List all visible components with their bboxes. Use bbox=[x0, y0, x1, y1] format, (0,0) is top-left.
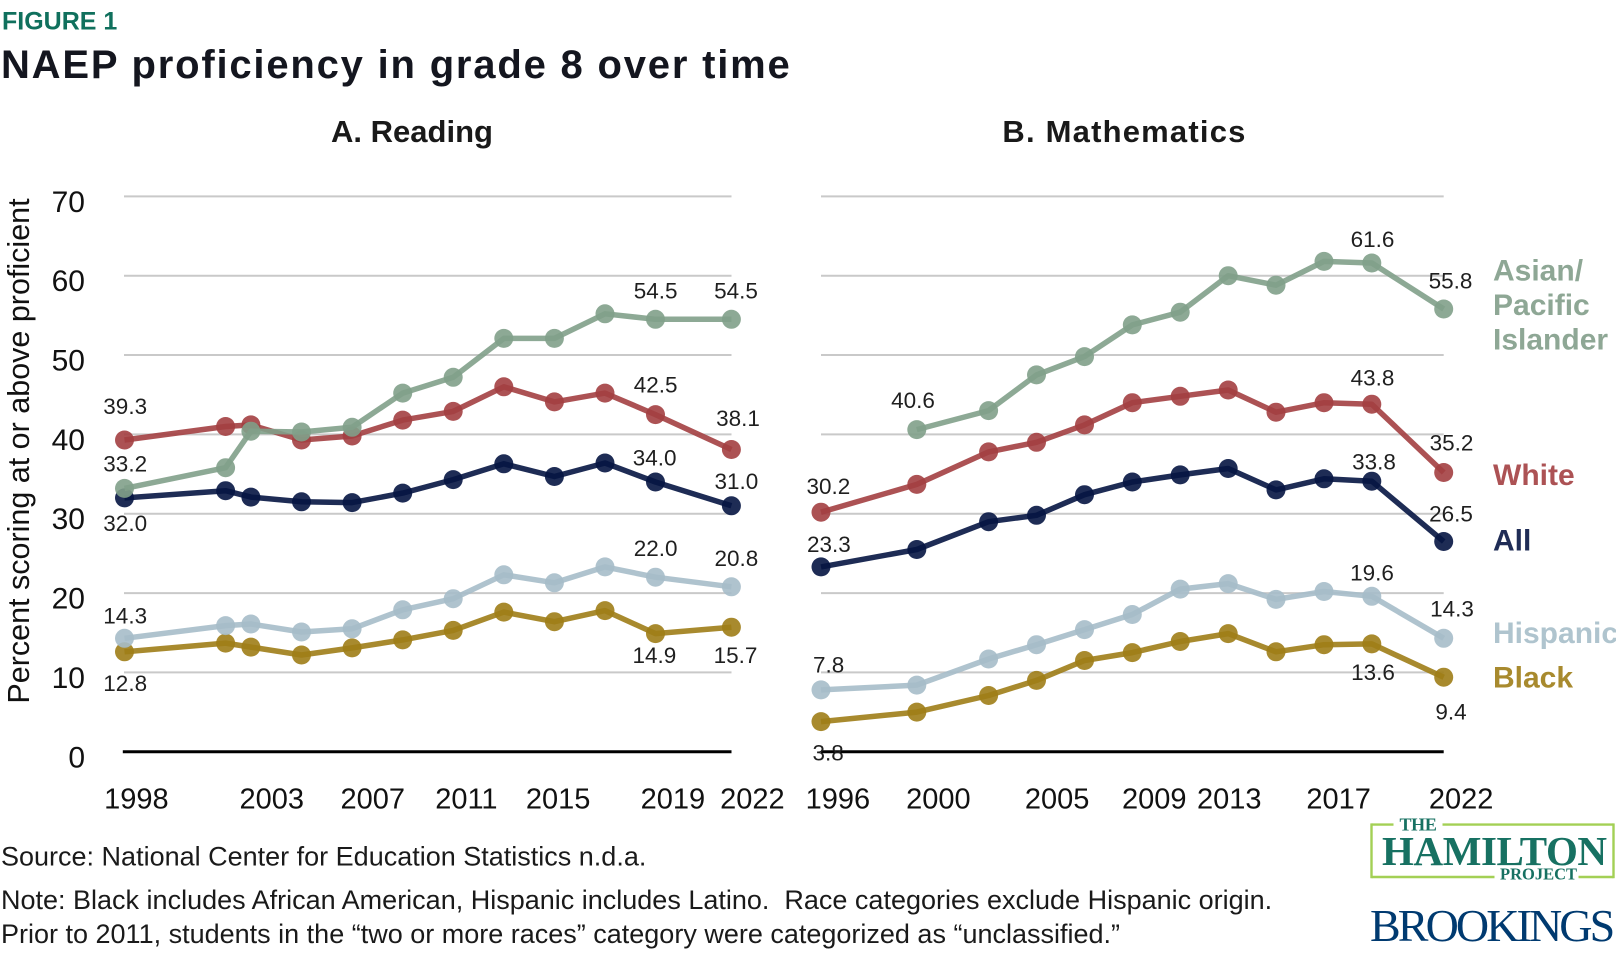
svg-text:30: 30 bbox=[52, 503, 85, 536]
svg-text:Prior to 2011, students in the: Prior to 2011, students in the “two or m… bbox=[1, 919, 1120, 949]
svg-text:35.2: 35.2 bbox=[1430, 431, 1474, 456]
svg-text:9.4: 9.4 bbox=[1435, 700, 1466, 725]
svg-text:2009: 2009 bbox=[1122, 783, 1187, 815]
svg-text:1998: 1998 bbox=[104, 783, 169, 815]
svg-text:39.3: 39.3 bbox=[103, 394, 147, 419]
svg-text:2005: 2005 bbox=[1025, 783, 1090, 815]
svg-text:38.1: 38.1 bbox=[716, 406, 760, 431]
svg-text:10: 10 bbox=[52, 662, 85, 695]
svg-text:20: 20 bbox=[52, 583, 85, 616]
svg-text:42.5: 42.5 bbox=[634, 373, 678, 398]
svg-text:14.9: 14.9 bbox=[633, 643, 677, 668]
svg-text:14.3: 14.3 bbox=[1430, 597, 1474, 622]
svg-text:BROOKINGS: BROOKINGS bbox=[1370, 900, 1613, 951]
svg-text:Note: Black includes African A: Note: Black includes African American, H… bbox=[1, 885, 1272, 915]
svg-text:7.8: 7.8 bbox=[813, 653, 844, 678]
svg-text:70: 70 bbox=[52, 186, 85, 219]
svg-text:2019: 2019 bbox=[641, 783, 706, 815]
svg-text:Hispanic: Hispanic bbox=[1493, 617, 1616, 650]
svg-text:32.0: 32.0 bbox=[103, 511, 147, 536]
svg-text:31.0: 31.0 bbox=[715, 469, 759, 494]
svg-text:13.6: 13.6 bbox=[1351, 660, 1395, 685]
svg-text:A. Reading: A. Reading bbox=[331, 114, 493, 149]
svg-text:22.0: 22.0 bbox=[634, 536, 678, 561]
svg-text:15.7: 15.7 bbox=[714, 643, 758, 668]
svg-text:THE: THE bbox=[1399, 815, 1436, 835]
svg-text:Asian/: Asian/ bbox=[1493, 255, 1584, 288]
svg-text:2015: 2015 bbox=[526, 783, 591, 815]
svg-text:19.6: 19.6 bbox=[1350, 561, 1394, 586]
svg-text:PROJECT: PROJECT bbox=[1500, 865, 1577, 884]
svg-text:White: White bbox=[1493, 459, 1575, 492]
svg-text:Islander: Islander bbox=[1493, 324, 1608, 357]
svg-text:3.8: 3.8 bbox=[813, 741, 844, 766]
svg-text:FIGURE 1: FIGURE 1 bbox=[2, 8, 117, 36]
svg-text:40: 40 bbox=[52, 424, 85, 457]
svg-text:2013: 2013 bbox=[1197, 783, 1262, 815]
svg-text:2011: 2011 bbox=[435, 783, 497, 815]
svg-text:23.3: 23.3 bbox=[807, 532, 851, 557]
svg-text:1996: 1996 bbox=[806, 783, 871, 815]
svg-text:33.2: 33.2 bbox=[103, 452, 147, 477]
svg-text:60: 60 bbox=[52, 265, 85, 298]
svg-text:Source: National Center for Ed: Source: National Center for Education St… bbox=[1, 842, 646, 872]
svg-text:55.8: 55.8 bbox=[1429, 269, 1473, 294]
svg-text:33.8: 33.8 bbox=[1352, 450, 1396, 475]
svg-text:34.0: 34.0 bbox=[633, 446, 677, 471]
svg-text:2007: 2007 bbox=[341, 783, 406, 815]
svg-text:B. Mathematics: B. Mathematics bbox=[1002, 114, 1246, 149]
svg-text:26.5: 26.5 bbox=[1429, 502, 1473, 527]
svg-text:50: 50 bbox=[52, 345, 85, 378]
svg-text:61.6: 61.6 bbox=[1351, 227, 1395, 252]
svg-text:Black: Black bbox=[1493, 662, 1573, 695]
svg-text:2000: 2000 bbox=[906, 783, 971, 815]
svg-text:14.3: 14.3 bbox=[103, 604, 147, 629]
svg-text:2022: 2022 bbox=[1429, 783, 1494, 815]
svg-text:2022: 2022 bbox=[720, 783, 785, 815]
svg-text:0: 0 bbox=[68, 741, 85, 774]
svg-text:20.8: 20.8 bbox=[715, 546, 759, 571]
svg-text:2017: 2017 bbox=[1306, 783, 1371, 815]
svg-text:43.8: 43.8 bbox=[1351, 366, 1395, 391]
svg-text:40.6: 40.6 bbox=[891, 388, 935, 413]
svg-text:30.2: 30.2 bbox=[807, 474, 851, 499]
svg-text:54.5: 54.5 bbox=[634, 279, 678, 304]
svg-text:2003: 2003 bbox=[239, 783, 304, 815]
svg-text:NAEP proficiency in grade 8 ov: NAEP proficiency in grade 8 over time bbox=[1, 43, 792, 87]
svg-text:54.5: 54.5 bbox=[714, 279, 758, 304]
svg-text:Percent scoring at or above pr: Percent scoring at or above proficient bbox=[2, 198, 36, 704]
svg-text:All: All bbox=[1493, 525, 1531, 558]
svg-text:Pacific: Pacific bbox=[1493, 289, 1590, 322]
svg-text:HAMILTON: HAMILTON bbox=[1382, 828, 1607, 874]
svg-text:12.8: 12.8 bbox=[103, 671, 147, 696]
